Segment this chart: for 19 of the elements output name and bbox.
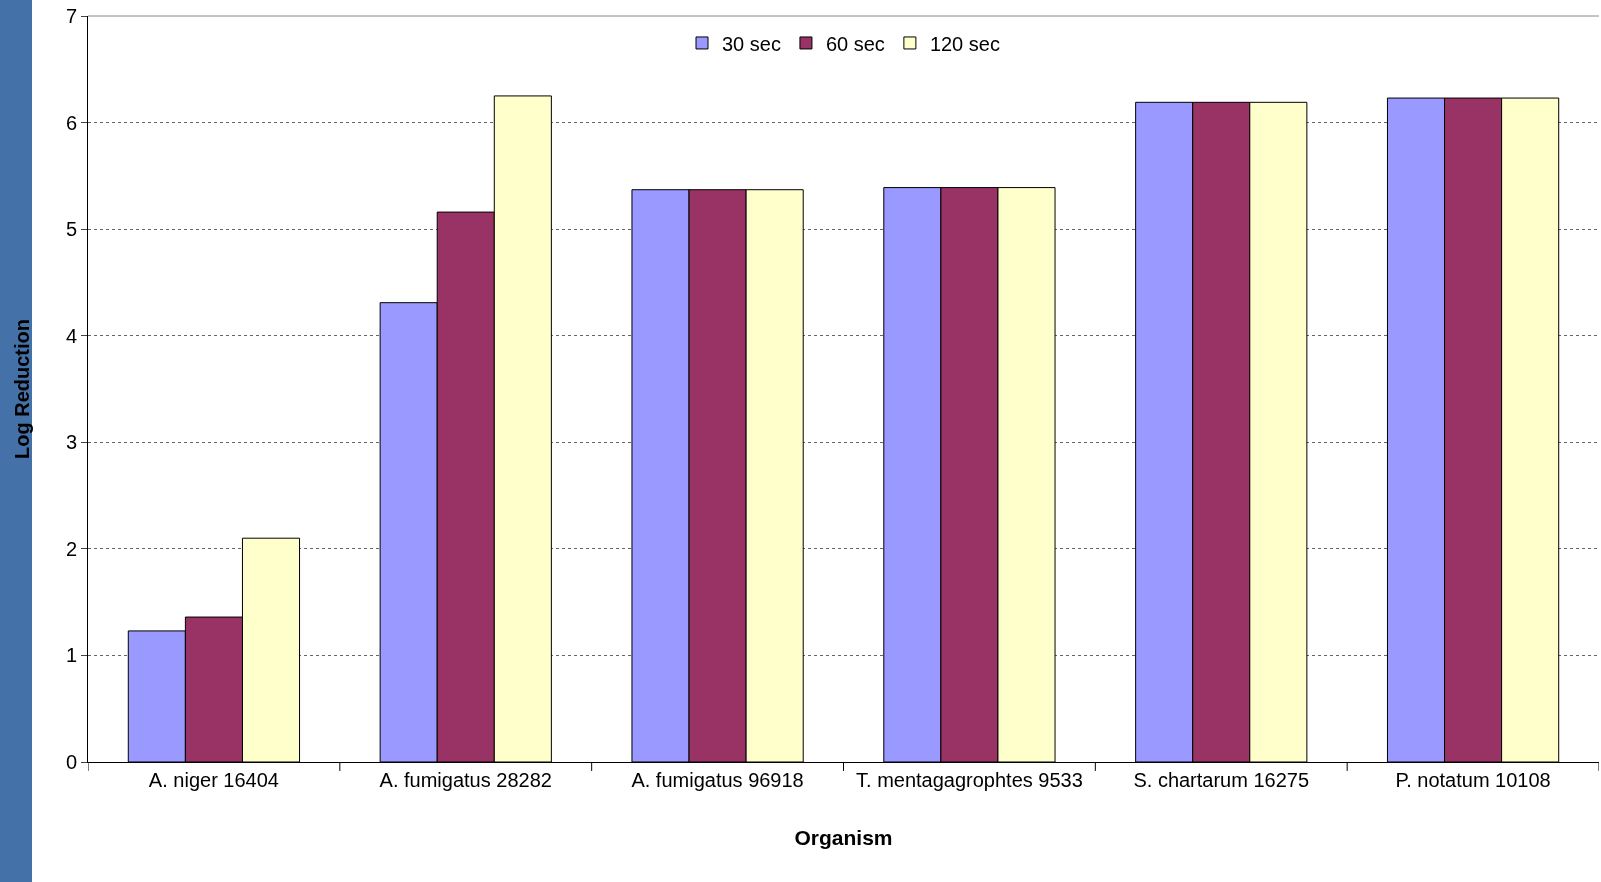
y-tick-label: 1: [65, 644, 77, 667]
x-tick-label: A. fumigatus 96918: [631, 769, 804, 791]
x-tick-label: P. notatum 10108: [1395, 769, 1551, 791]
x-tick-label: A. niger 16404: [148, 769, 279, 791]
y-tick-label: 6: [65, 111, 77, 134]
legend-label: 30 sec: [722, 32, 781, 55]
x-axis-title: Organism: [794, 826, 893, 850]
y-tick-label: 2: [65, 537, 77, 560]
y-axis-title: Log Reduction: [11, 319, 34, 459]
x-tick-label: T. mentagagrophtes 9533: [856, 769, 1083, 791]
y-tick-label: 3: [65, 431, 77, 454]
y-tick-label: 4: [65, 324, 77, 347]
legend-label: 120 sec: [929, 32, 1000, 55]
x-tick-label: A. fumigatus 28282: [379, 769, 552, 791]
y-tick-label: 7: [65, 5, 77, 27]
x-tick-label: S. chartarum 16275: [1133, 769, 1310, 791]
legend-label: 60 sec: [825, 32, 885, 55]
y-tick-label: 0: [65, 751, 77, 773]
y-tick-label: 5: [65, 218, 77, 241]
